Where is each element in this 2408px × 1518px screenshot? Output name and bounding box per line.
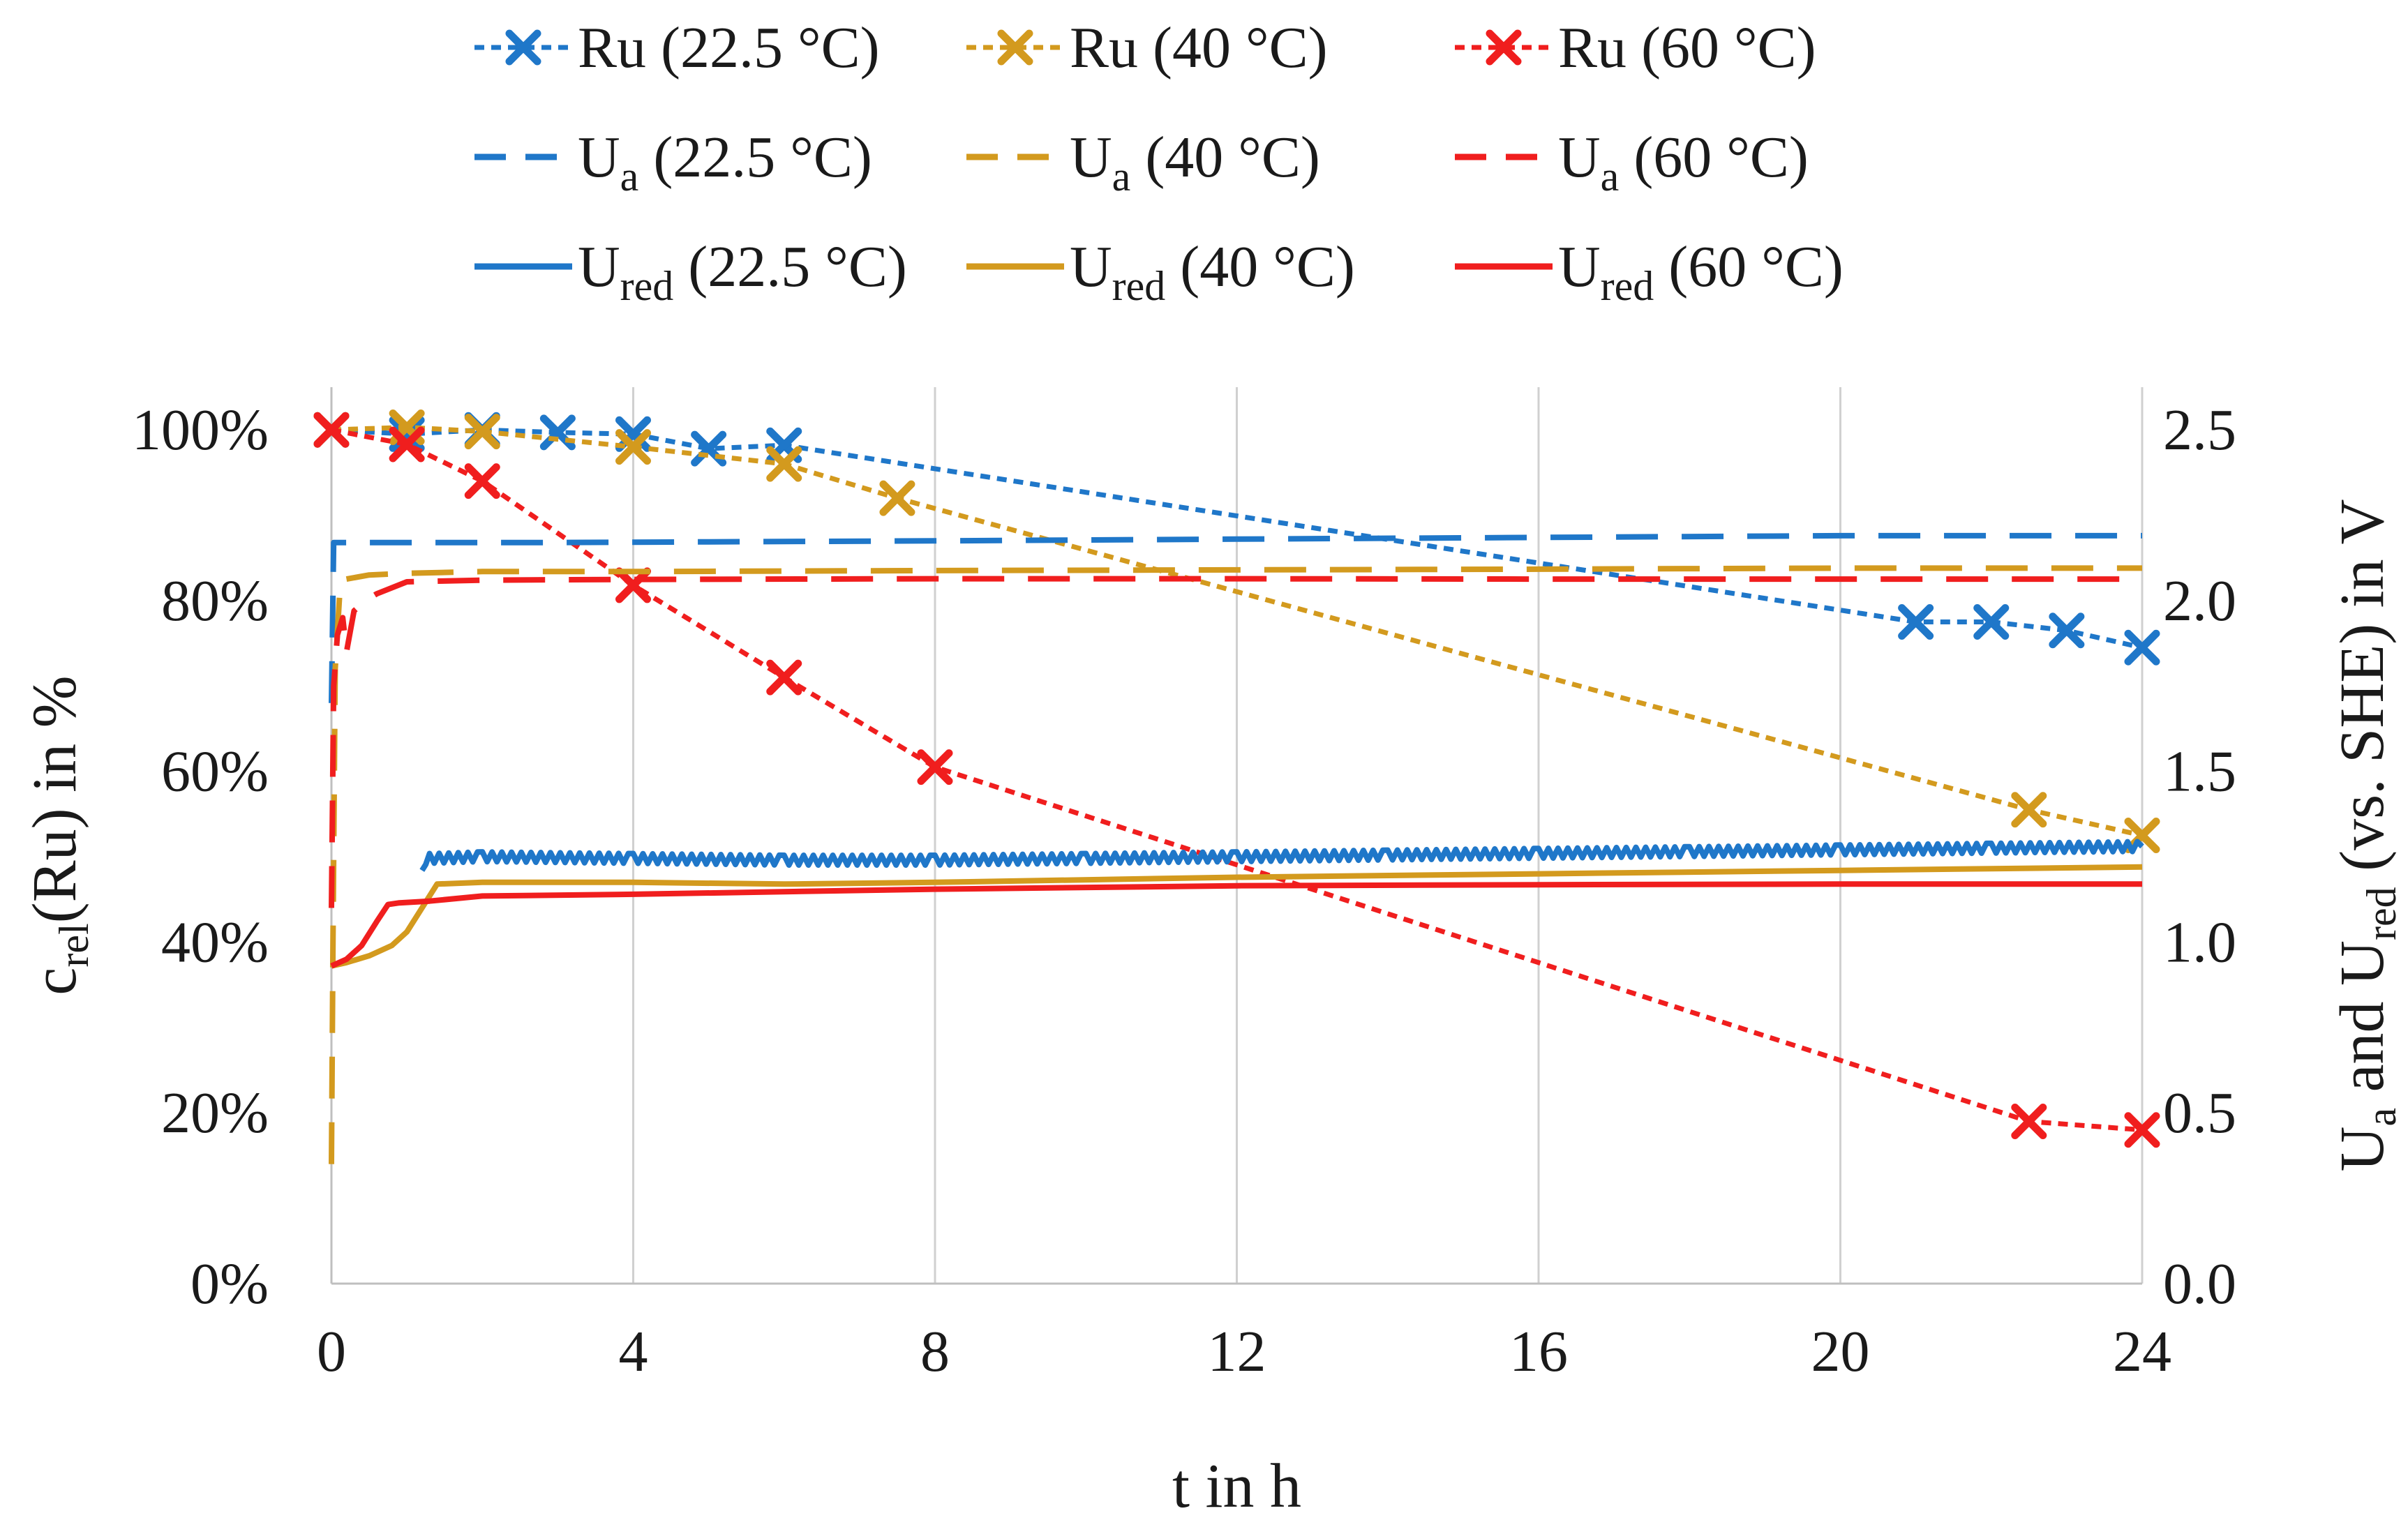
data-point-ru60 <box>464 463 500 499</box>
tick-labels: 0 4 8 12 16 20 24 0% 20% 40% 60% 80% 100% 0.0 0.5 1.0 1.… <box>132 398 2236 1384</box>
y-right-tick-label: 1.5 <box>2163 739 2236 804</box>
legend: Ru (22.5 °C) Ru (40 °C) Ru (60 °C) Ua (22.5… <box>474 15 1844 309</box>
axis-titles: t in h crel(Ru) in % Ua and Ured (vs. SHE)… <box>20 499 2405 1518</box>
legend-label-ured40: Ured (40 °C) <box>1070 234 1355 309</box>
series-ru60 <box>313 412 2160 1148</box>
data-point-ru60 <box>766 659 802 696</box>
series-line-ua40 <box>329 565 2142 1164</box>
y-left-tick-label: 80% <box>161 569 269 633</box>
legend-marker <box>997 29 1033 66</box>
data-point-ru22 <box>615 416 651 452</box>
legend-label-ru22: Ru (22.5 °C) <box>578 15 880 80</box>
y-left-tick-label: 100% <box>132 398 269 463</box>
x-tick-label: 8 <box>920 1319 950 1384</box>
data-point-ru40 <box>615 429 651 465</box>
y-left-tick-label: 40% <box>161 910 269 975</box>
data-point-ru40 <box>2011 792 2047 828</box>
legend-item-ured40: Ured (40 °C) <box>966 234 1355 309</box>
x-tick-label: 20 <box>1811 1319 1870 1384</box>
y-right-tick-label: 0.0 <box>2163 1252 2236 1316</box>
series-ua40 <box>329 565 2142 1164</box>
y-right-tick-label: 2.5 <box>2163 398 2236 463</box>
data-point-ru60 <box>917 749 953 786</box>
legend-label-ua22: Ua (22.5 °C) <box>578 125 872 200</box>
x-tick-label: 4 <box>619 1319 648 1384</box>
y-left-axis-title: crel(Ru) in % <box>20 675 97 995</box>
data-point-ru60 <box>615 567 651 603</box>
data-point-ru40 <box>464 414 500 450</box>
grid-lines <box>632 387 2144 1284</box>
series-line-ured60 <box>330 881 2142 969</box>
plot-series <box>313 409 2160 1164</box>
legend-item-ua22: Ua (22.5 °C) <box>474 125 872 200</box>
data-point-ru22 <box>1973 604 2010 640</box>
data-point-ru40 <box>879 480 915 516</box>
legend-item-ru60: Ru (60 °C) <box>1455 15 1816 80</box>
y-right-tick-label: 2.0 <box>2163 569 2236 633</box>
legend-label-ua60: Ua (60 °C) <box>1558 125 1809 200</box>
y-right-tick-label: 1.0 <box>2163 910 2236 975</box>
data-point-ru60 <box>2124 1112 2160 1148</box>
y-left-tick-label: 60% <box>161 739 269 804</box>
y-left-tick-label: 20% <box>161 1081 269 1145</box>
series-ured40 <box>331 864 2143 969</box>
series-ua22 <box>329 532 2142 703</box>
legend-marker <box>505 29 541 66</box>
data-point-ru40 <box>766 446 802 482</box>
x-tick-label: 0 <box>317 1319 346 1384</box>
data-point-ru60 <box>313 412 350 448</box>
data-point-ru60 <box>2011 1103 2047 1139</box>
series-line-ru60 <box>331 427 2143 1133</box>
legend-label-ru60: Ru (60 °C) <box>1558 15 1816 80</box>
y-left-tick-label: 0% <box>190 1252 269 1316</box>
series-ured22 <box>419 839 2144 872</box>
series-line-ured22 <box>419 839 2144 872</box>
legend-label-ru40: Ru (40 °C) <box>1070 15 1328 80</box>
data-point-ru22 <box>2124 629 2160 666</box>
legend-marker <box>1486 29 1522 66</box>
y-right-axis-title: Ua and Ured (vs. SHE) in V <box>2328 499 2405 1171</box>
legend-item-ua40: Ua (40 °C) <box>966 125 1320 200</box>
series-line-ured40 <box>331 864 2143 969</box>
legend-label-ua40: Ua (40 °C) <box>1070 125 1320 200</box>
legend-item-ua60: Ua (60 °C) <box>1455 125 1809 200</box>
x-tick-label: 24 <box>2113 1319 2171 1384</box>
x-tick-label: 12 <box>1208 1319 1266 1384</box>
legend-label-ured22: Ured (22.5 °C) <box>578 234 907 309</box>
data-point-ru60 <box>389 426 425 463</box>
legend-item-ru40: Ru (40 °C) <box>966 15 1328 80</box>
data-point-ru22 <box>2049 613 2085 649</box>
y-right-tick-label: 0.5 <box>2163 1081 2236 1145</box>
legend-item-ured60: Ured (60 °C) <box>1455 234 1844 309</box>
legend-label-ured60: Ured (60 °C) <box>1558 234 1844 309</box>
series-ua60 <box>329 576 2142 908</box>
x-tick-label: 16 <box>1509 1319 1568 1384</box>
legend-item-ru22: Ru (22.5 °C) <box>474 15 880 80</box>
series-line-ua22 <box>329 532 2142 703</box>
series-ured60 <box>330 881 2142 969</box>
legend-item-ured22: Ured (22.5 °C) <box>474 234 907 309</box>
x-axis-title: t in h <box>1172 1452 1301 1518</box>
data-point-ru22 <box>1898 604 1934 640</box>
series-line-ua60 <box>329 576 2142 908</box>
